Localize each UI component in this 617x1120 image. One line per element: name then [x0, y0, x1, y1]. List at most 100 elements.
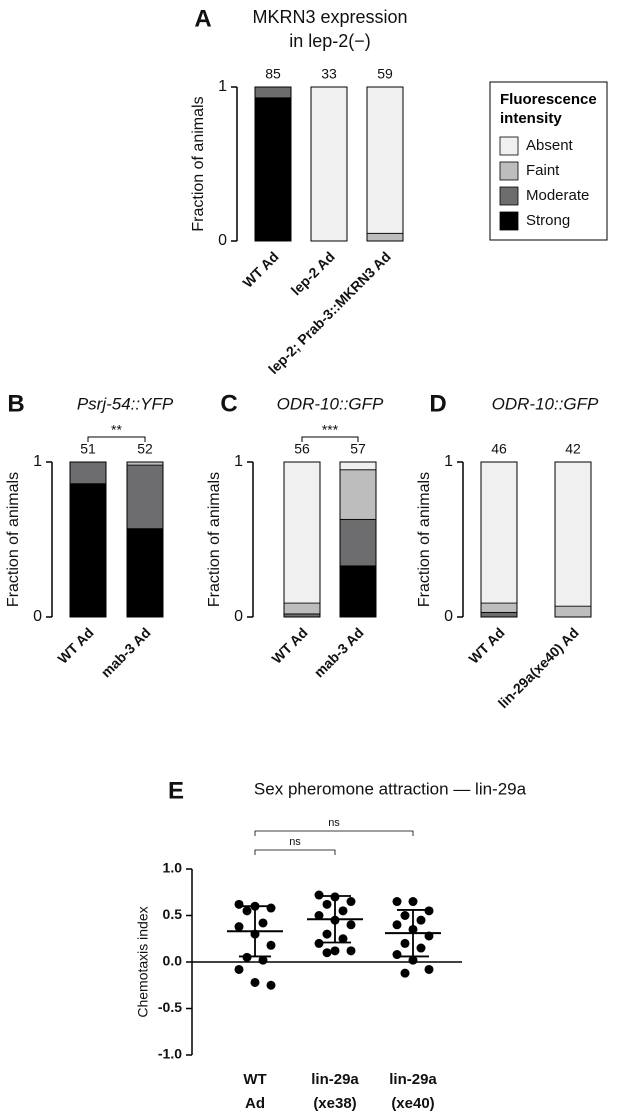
data-point	[266, 980, 276, 990]
legend-swatch	[499, 161, 519, 181]
y-axis-label: Fraction of animals	[206, 472, 223, 607]
bar-segment	[254, 97, 292, 242]
data-point	[408, 955, 418, 965]
x-tick-label: lep-2 Ad	[288, 248, 338, 298]
chart-title: ODR-10::GFP	[492, 394, 599, 413]
x-tick-label: (xe38)	[313, 1095, 356, 1112]
data-point	[242, 952, 252, 962]
bar-outline	[339, 461, 377, 618]
data-point	[392, 897, 402, 907]
y-axis-label: Fraction of animals	[190, 96, 207, 231]
bar-segment	[339, 469, 377, 520]
data-point	[408, 897, 418, 907]
count-label: 42	[565, 441, 581, 457]
data-point	[322, 948, 332, 958]
data-point	[424, 906, 434, 916]
bar-segment	[283, 461, 321, 604]
x-tick-label: WT	[243, 1071, 266, 1088]
y-axis-label: Fraction of animals	[416, 472, 433, 607]
bar-segment	[480, 611, 518, 618]
bar-outline	[310, 86, 348, 242]
data-point	[346, 920, 356, 930]
legend-swatch	[499, 211, 519, 231]
significance-label: ***	[322, 422, 339, 438]
legend-swatch	[499, 136, 519, 156]
bar-segment	[339, 565, 377, 618]
x-tick-label: mab-3 Ad	[98, 624, 154, 680]
bar-segment	[283, 602, 321, 615]
y-tick-label: 1	[234, 453, 243, 470]
data-point	[330, 946, 340, 956]
error-bar	[239, 905, 271, 958]
data-point	[392, 920, 402, 930]
significance-bracket	[87, 436, 146, 442]
data-point	[242, 906, 252, 916]
bar-segment	[366, 232, 404, 242]
count-label: 52	[137, 441, 153, 457]
legend-label: Strong	[526, 212, 570, 229]
count-label: 85	[265, 66, 281, 82]
y-tick-label: 0.5	[163, 906, 183, 922]
data-point	[258, 918, 268, 928]
significance-bracket	[254, 849, 336, 855]
chart-title: ODR-10::GFP	[277, 394, 384, 413]
data-point	[234, 964, 244, 974]
y-tick-label: 1	[33, 453, 42, 470]
error-bar	[397, 909, 429, 958]
count-label: 51	[80, 441, 96, 457]
legend-label: Moderate	[526, 187, 589, 204]
significance-label: ns	[289, 836, 301, 848]
data-point	[322, 929, 332, 939]
y-axis-label: Fraction of animals	[5, 472, 22, 607]
significance-bracket	[254, 830, 414, 836]
chart-title: in lep-2(−)	[289, 31, 371, 51]
data-point	[266, 940, 276, 950]
legend-swatch	[499, 186, 519, 206]
bar-segment	[339, 518, 377, 567]
data-point	[250, 977, 260, 987]
significance-label: ns	[328, 817, 340, 829]
y-tick-label: 0	[234, 608, 243, 625]
y-tick-label: 0	[33, 608, 42, 625]
data-point	[322, 899, 332, 909]
chart-title: Psrj-54::YFP	[77, 394, 174, 413]
panel-letter: C	[220, 390, 237, 417]
x-tick-label: WT Ad	[268, 624, 310, 666]
y-tick-label: 0.0	[163, 953, 183, 969]
bar-outline	[283, 461, 321, 618]
bar-segment	[69, 461, 107, 485]
bar-segment	[126, 464, 164, 530]
bar-outline	[554, 461, 592, 618]
bar-outline	[480, 461, 518, 618]
data-point	[416, 915, 426, 925]
data-point	[258, 955, 268, 965]
bar-segment	[554, 461, 592, 607]
data-point	[400, 938, 410, 948]
data-point	[424, 964, 434, 974]
data-point	[392, 950, 402, 960]
y-tick-label: 0	[218, 232, 227, 249]
count-label: 33	[321, 66, 337, 82]
bar-outline	[126, 461, 164, 618]
data-point	[234, 922, 244, 932]
data-point	[234, 899, 244, 909]
data-point	[338, 934, 348, 944]
panel-letter: D	[429, 390, 446, 417]
chart-title: Sex pheromone attraction — lin-29a	[254, 779, 527, 798]
bar-outline	[366, 86, 404, 242]
legend-label: Absent	[526, 137, 574, 154]
significance-label: **	[111, 422, 122, 438]
panel-letter: B	[7, 390, 24, 417]
panel-letter: E	[168, 777, 184, 804]
y-tick-label: -1.0	[158, 1046, 182, 1062]
x-tick-label: lin-29a(xe40) Ad	[495, 624, 582, 711]
x-tick-label: mab-3 Ad	[311, 624, 367, 680]
data-point	[266, 903, 276, 913]
panel-letter: A	[194, 5, 211, 32]
x-tick-label: lin-29a	[311, 1071, 359, 1088]
bar-outline	[254, 86, 292, 242]
significance-bracket	[301, 436, 359, 442]
x-tick-label: lin-29a	[389, 1071, 437, 1088]
